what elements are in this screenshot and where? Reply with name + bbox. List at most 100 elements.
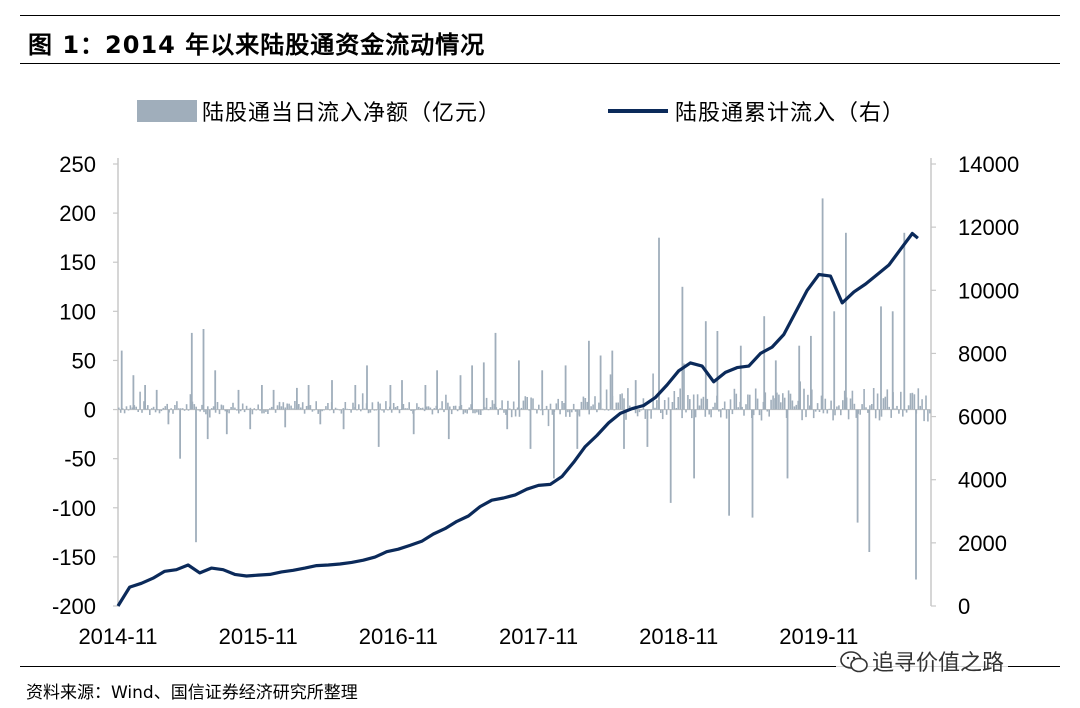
flow-bar: [541, 370, 544, 410]
flow-bar: [694, 409, 697, 418]
flow-bar: [791, 400, 794, 410]
flow-bar: [580, 401, 583, 410]
flow-bar: [269, 408, 271, 410]
flow-bar: [179, 408, 182, 410]
flow-bar: [210, 408, 213, 410]
flow-bar: [476, 409, 478, 413]
flow-bar: [553, 409, 555, 479]
flow-bar: [236, 409, 238, 411]
flow-bar: [170, 408, 172, 410]
flow-bar: [199, 409, 201, 412]
flow-bar: [119, 409, 122, 413]
flow-bar: [675, 408, 678, 410]
flow-bar: [404, 408, 407, 410]
flow-bar: [783, 397, 786, 410]
flow-bar: [638, 409, 641, 413]
flow-bar: [627, 388, 629, 410]
flow-bar: [803, 388, 805, 410]
flow-bar: [369, 409, 372, 413]
flow-bar: [433, 408, 436, 410]
flow-bar: [329, 409, 331, 411]
flow-bar: [439, 408, 441, 410]
flow-bar: [590, 406, 592, 410]
flow-bar: [480, 409, 482, 415]
flow-bar: [648, 409, 650, 411]
flow-bar: [801, 409, 803, 421]
flow-bar: [681, 409, 683, 419]
flow-bar: [360, 409, 362, 412]
flow-bar: [828, 408, 830, 410]
flow-bar: [814, 409, 817, 412]
flow-bar: [321, 409, 323, 412]
flow-bar: [286, 403, 288, 410]
flow-bar: [720, 409, 722, 418]
left-tick-label: -200: [52, 594, 96, 619]
flow-bar: [207, 406, 209, 410]
left-tick-label: 200: [59, 201, 96, 226]
flow-bar: [559, 409, 561, 415]
flow-bar: [371, 402, 374, 410]
flow-bar: [658, 237, 660, 410]
flow-bar: [687, 395, 689, 410]
flow-bar: [385, 401, 387, 410]
flow-bar: [572, 403, 575, 410]
flow-bar: [840, 409, 842, 416]
x-tick-label: 2014-11: [78, 624, 157, 649]
flow-bar: [261, 409, 263, 414]
flow-bar: [540, 409, 542, 411]
flow-bar: [923, 409, 925, 422]
flow-bar: [588, 340, 590, 410]
flow-bar: [471, 365, 473, 410]
flow-bar: [728, 409, 730, 516]
flow-bar: [514, 409, 517, 417]
flow-bar: [921, 399, 923, 410]
flow-bar: [741, 406, 743, 410]
flow-bar: [723, 401, 726, 410]
flow-bar: [325, 406, 327, 410]
flow-bar: [284, 407, 287, 410]
flow-bar: [327, 403, 329, 410]
flow-bar: [847, 409, 850, 420]
flow-bar: [838, 405, 840, 410]
flow-bar: [288, 403, 290, 410]
flow-bar: [882, 398, 885, 410]
flow-bar: [529, 409, 532, 449]
flow-bar: [123, 409, 126, 414]
flow-bar: [596, 409, 598, 413]
flow-bar: [621, 393, 623, 410]
flow-bar: [307, 385, 310, 410]
flow-bar: [459, 375, 462, 410]
flow-bar: [505, 409, 507, 415]
flow-bar: [576, 409, 579, 449]
flow-bar: [768, 409, 770, 417]
flow-bar: [917, 388, 920, 410]
flow-bar: [798, 345, 801, 410]
flow-bar: [564, 365, 567, 410]
flow-bar: [592, 404, 594, 410]
flow-bar: [421, 407, 424, 410]
top-rule: [20, 15, 1060, 16]
flow-bar: [298, 404, 300, 410]
flow-bar: [205, 409, 207, 415]
flow-bar: [751, 409, 754, 518]
flow-bar: [429, 407, 432, 410]
flow-bar: [166, 403, 168, 410]
flow-bar: [855, 409, 858, 418]
flow-bar: [331, 380, 333, 410]
right-tick-label: 14000: [958, 152, 1019, 177]
flow-bar: [807, 394, 809, 410]
legend-bar-label: 陆股通当日流入净额（亿元）: [202, 101, 502, 126]
right-tick-label: 4000: [958, 468, 1007, 493]
flow-bar: [805, 409, 807, 418]
flow-bar: [551, 409, 554, 415]
flow-bar: [650, 409, 652, 419]
flow-bar: [764, 392, 767, 410]
flow-bar: [594, 396, 596, 410]
source-note: 资料来源：Wind、国信证券经济研究所整理: [26, 683, 358, 703]
flow-bar: [809, 405, 811, 410]
flow-bar: [503, 409, 505, 413]
flow-bar: [447, 409, 450, 440]
flow-bar: [232, 402, 234, 410]
flow-bar: [903, 409, 906, 411]
